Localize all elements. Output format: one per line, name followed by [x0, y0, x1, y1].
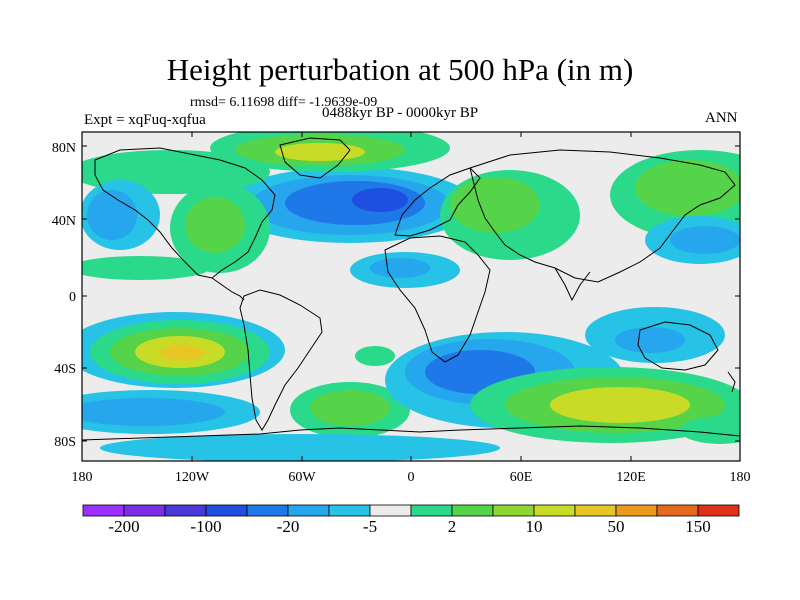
- lon-label-60e: 60E: [510, 470, 533, 485]
- lon-label-180w: 180: [72, 470, 93, 485]
- colorbar-swatch: [164, 504, 207, 517]
- antarctic-band: [100, 434, 500, 461]
- stats-text: rmsd= 6.11698 diff= -1.9639e-09: [190, 95, 378, 110]
- colorbar-swatch: [574, 504, 617, 517]
- colorbar-swatch: [410, 504, 453, 517]
- axis-ticks: [81, 132, 741, 461]
- wpac-ridge-core: [635, 160, 740, 216]
- tropical-atlantic-low-core: [370, 258, 430, 278]
- colorbar-swatch: [205, 504, 248, 517]
- australia-coast: [637, 321, 719, 371]
- sp-high-center: [160, 345, 204, 361]
- lon-label-120e: 120E: [616, 470, 646, 485]
- colorbar-label-1: -200: [108, 517, 139, 536]
- colorbar-label-7: 50: [608, 517, 625, 536]
- chart-title: Height perturbation at 500 hPa (in m): [166, 52, 634, 87]
- asia-coast: [469, 149, 736, 283]
- aus-low-core: [615, 327, 685, 353]
- experiment-label: Expt = xqFuq-xqfua: [84, 112, 206, 128]
- colorbar-swatch: [533, 504, 576, 517]
- south-america-coast: [239, 289, 323, 431]
- colorbar-swatch: [656, 504, 699, 517]
- colorbar-swatch: [451, 504, 494, 517]
- lat-label-40s: 40S: [54, 362, 76, 377]
- lat-label-40n: 40N: [52, 214, 76, 229]
- period-label: 0488kyr BP - 0000kyr BP: [322, 105, 479, 121]
- lon-label-0: 0: [408, 470, 415, 485]
- north-america-coast: [94, 147, 276, 279]
- europe-coast: [394, 167, 481, 237]
- colorbar-swatch: [123, 504, 166, 517]
- colorbar-swatch: [697, 504, 740, 517]
- colorbar-label-6: 10: [526, 517, 543, 536]
- lon-label-180e: 180: [730, 470, 751, 485]
- colorbar-swatch: [615, 504, 658, 517]
- colorbar: [82, 504, 740, 517]
- lat-label-80s: 80S: [54, 435, 76, 450]
- colorbar-swatch: [328, 504, 371, 517]
- colorbar-swatch: [287, 504, 330, 517]
- new-zealand-coast: [727, 371, 736, 393]
- africa-coast: [384, 235, 491, 363]
- colorbar-swatch: [246, 504, 289, 517]
- colorbar-swatch: [82, 504, 125, 517]
- contour-field: [82, 132, 740, 461]
- sa-small-ridge: [355, 346, 395, 366]
- antarctica-coast: [82, 425, 740, 441]
- central-america-coast: [211, 277, 245, 301]
- colorbar-swatch: [492, 504, 535, 517]
- sa-ridge-core: [310, 390, 390, 426]
- colorbar-label-4: -5: [363, 517, 377, 536]
- lat-label-80n: 80N: [52, 141, 76, 156]
- colorbar-label-3: -20: [277, 517, 300, 536]
- season-label: ANN: [705, 110, 738, 126]
- lat-label-eq: 0: [69, 290, 76, 305]
- coastlines: [82, 137, 740, 441]
- colorbar-label-5: 2: [448, 517, 457, 536]
- na-ridge-core: [185, 197, 245, 253]
- sp-low-core: [82, 398, 225, 426]
- eurasia-ridge-core: [450, 177, 540, 233]
- lon-label-120w: 120W: [175, 470, 210, 485]
- atlantic-trough-center: [352, 188, 408, 212]
- greenland-coast: [279, 137, 351, 179]
- wpac-low-core: [670, 226, 740, 254]
- subtropical-pacific-band: [82, 256, 210, 280]
- arctic-ridge-core: [275, 143, 365, 161]
- aus-ridge-core: [550, 387, 690, 423]
- india-coast: [554, 267, 591, 302]
- colorbar-label-8: 150: [685, 517, 711, 536]
- colorbar-label-2: -100: [190, 517, 221, 536]
- antarctic-east-ridge: [680, 416, 740, 444]
- np-west-core: [87, 190, 137, 240]
- colorbar-swatch: [369, 504, 412, 517]
- lon-label-60w: 60W: [288, 470, 316, 485]
